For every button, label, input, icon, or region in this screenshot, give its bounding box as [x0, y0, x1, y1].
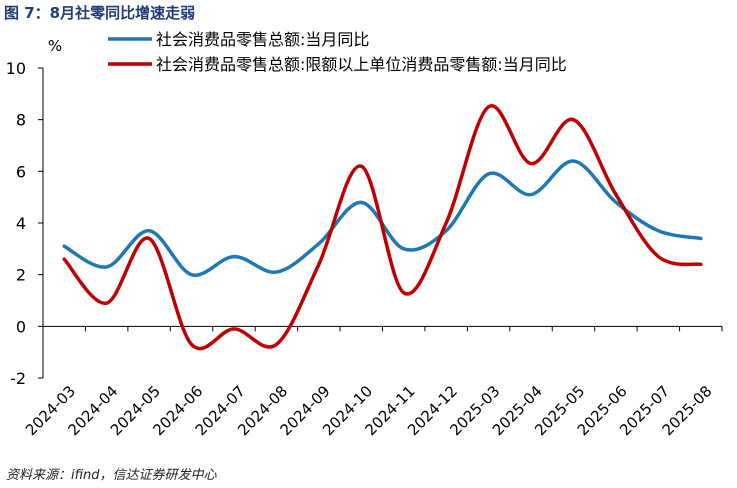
y-tick-label: 2: [16, 266, 26, 285]
chart-legend: 社会消费品零售总额:当月同比社会消费品零售总额:限额以上单位消费品零售额:当月同…: [108, 30, 567, 74]
legend-label-1: 社会消费品零售总额:当月同比: [156, 30, 369, 49]
chart-axes: -20246810%2024-032024-042024-052024-0620…: [6, 37, 723, 439]
y-tick-label: -2: [10, 369, 26, 388]
y-tick-label: 6: [16, 162, 26, 181]
y-tick-label: 10: [6, 59, 26, 78]
y-tick-label: 4: [16, 214, 26, 233]
legend-label-2: 社会消费品零售总额:限额以上单位消费品零售额:当月同比: [156, 55, 567, 74]
y-tick-label: 8: [16, 111, 26, 130]
chart-series: [62, 104, 703, 351]
series-line-2: [62, 104, 703, 351]
y-axis-unit: %: [48, 37, 62, 55]
source-note: 资料来源：ifind，信达证券研发中心: [6, 468, 217, 483]
figure-title: 图 7：8月社零同比增速走弱: [4, 4, 196, 22]
y-tick-label: 0: [16, 317, 26, 336]
